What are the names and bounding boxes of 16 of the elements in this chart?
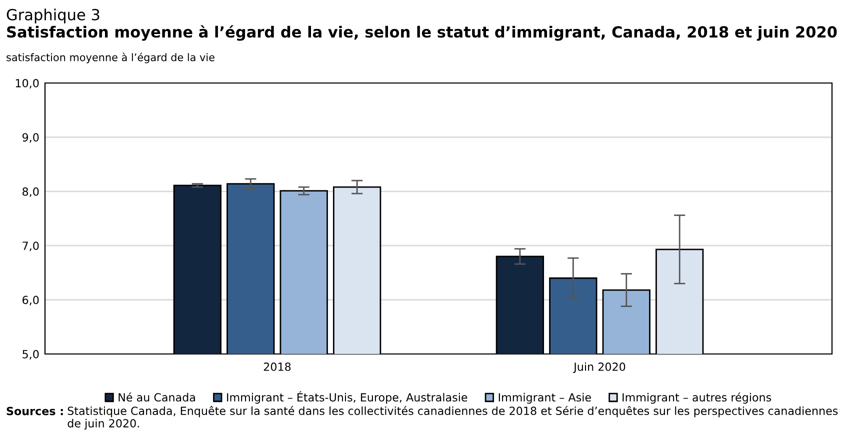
x-tick-label: Juin 2020 <box>573 362 626 373</box>
y-tick-label: 6,0 <box>22 296 39 306</box>
y-tick-label: 10,0 <box>16 78 39 89</box>
chart-subtitle: Satisfaction moyenne à l’égard de la vie, selon le statut d’immigrant, Canada, 2018 et juin 2020 <box>7 25 837 41</box>
legend-label: Né au Canada <box>118 392 195 402</box>
legend-label: Immigrant – autres régions <box>622 392 772 404</box>
y-axis-title: satisfaction moyenne à l’égard de la vie <box>6 52 214 64</box>
y-tick-label: 8,0 <box>22 187 39 197</box>
y-tick-label: 9,0 <box>22 133 39 143</box>
legend-label: Immigrant – Asie <box>498 392 591 404</box>
x-tick-label: 2018 <box>264 362 291 371</box>
chart-title: Graphique 3 <box>6 8 100 24</box>
legend-label: Immigrant – États-Unis, Europe, Australasie <box>227 391 468 404</box>
source-note: Sources : Statistique Canada, Enquête sur la santé dans les collectivités canadiennes de 2018 et Série d’enquêtes sur les perspectives canadiennes de juin 2020. <box>6 406 838 430</box>
y-tick-label: 7,0 <box>22 242 39 252</box>
y-tick-label: 5,0 <box>22 350 39 360</box>
